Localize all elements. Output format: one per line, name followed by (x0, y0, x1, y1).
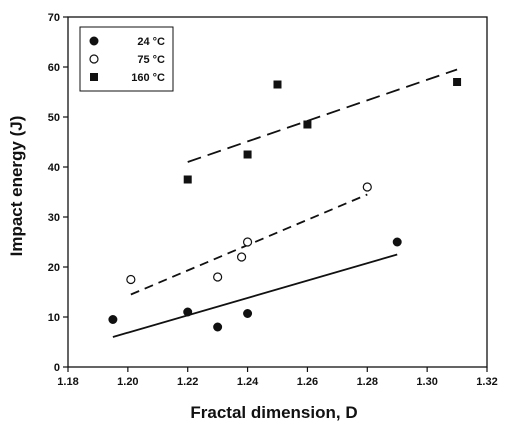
y-tick-label: 40 (48, 162, 60, 174)
x-tick-label: 1.30 (416, 376, 437, 388)
y-tick-label: 20 (48, 262, 60, 274)
data-point-series-2 (362, 182, 372, 192)
y-tick-label: 70 (48, 12, 60, 24)
legend-marker-series-3 (90, 73, 98, 81)
data-point-series-3 (183, 175, 192, 184)
x-tick-label: 1.22 (177, 376, 198, 388)
y-tick-label: 10 (48, 312, 60, 324)
data-point-series-1 (108, 315, 118, 324)
y-tick-label: 30 (48, 212, 60, 224)
x-tick-label: 1.24 (237, 376, 259, 388)
y-axis-label: Impact energy (J) (7, 116, 26, 257)
legend-marker-series-1 (89, 36, 99, 46)
data-point-series-3 (273, 80, 282, 89)
y-tick-label: 50 (48, 112, 60, 124)
legend-label-series-1: 24 °C (137, 36, 165, 48)
data-point-series-3 (303, 120, 312, 129)
data-point-series-1 (392, 237, 402, 247)
data-point-series-2 (236, 252, 247, 262)
x-axis-label: Fractal dimension, D (190, 403, 357, 422)
legend-label-series-3: 160 °C (131, 72, 165, 84)
y-tick-label: 60 (48, 62, 60, 74)
x-tick-label: 1.32 (476, 376, 497, 388)
legend-label-series-2: 75 °C (137, 54, 165, 66)
data-point-series-2 (242, 237, 253, 247)
fit-line-series-1 (112, 253, 398, 338)
data-point-series-2 (126, 274, 136, 285)
fit-line-series-3 (187, 68, 458, 163)
legend-marker-series-2 (89, 54, 99, 64)
data-point-series-1 (213, 322, 223, 332)
plot-area-frame (67, 16, 488, 368)
x-tick-label: 1.20 (117, 376, 138, 388)
data-point-series-1 (183, 307, 193, 317)
data-point-series-2 (213, 272, 223, 282)
data-point-series-1 (243, 309, 253, 318)
x-tick-label: 1.18 (57, 376, 78, 388)
x-tick-label: 1.26 (297, 376, 318, 388)
x-tick-label: 1.28 (357, 376, 378, 388)
y-tick-label: 0 (54, 362, 60, 374)
data-point-series-3 (453, 78, 462, 86)
data-point-series-3 (243, 150, 252, 159)
